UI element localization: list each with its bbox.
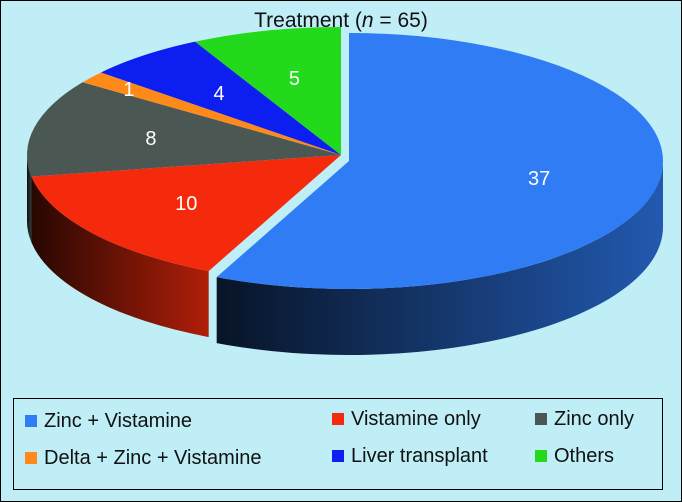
pie-side-zinc-only xyxy=(27,155,32,243)
data-label-zinc-vistamine: 37 xyxy=(528,168,550,190)
legend-swatch-liver-transplant xyxy=(332,450,344,462)
legend-swatch-others xyxy=(535,450,547,462)
legend-label-vistamine-only: Vistamine only xyxy=(351,407,481,430)
legend-item-delta-zinc-vistamine: Delta + Zinc + Vistamine xyxy=(25,446,262,470)
legend-item-others: Others xyxy=(535,444,614,468)
pie-data-labels: 37 10 8 1 4 5 xyxy=(123,68,550,215)
legend-swatch-zinc-vistamine xyxy=(25,415,37,427)
pie-slice-zinc-only xyxy=(27,82,342,177)
data-label-liver-transplant: 4 xyxy=(214,83,225,105)
pie-side-zinc-vistamine xyxy=(216,161,663,355)
chart-title: Treatment (n = 65) xyxy=(254,9,428,32)
data-label-vistamine-only: 10 xyxy=(175,193,197,215)
data-label-delta-zinc-vistamine: 1 xyxy=(123,79,134,101)
legend: Zinc + Vistamine Vistamine only Zinc onl… xyxy=(13,398,663,490)
pie-side-vistamine-only xyxy=(31,176,209,338)
legend-label-others: Others xyxy=(554,444,615,467)
legend-item-vistamine-only: Vistamine only xyxy=(332,407,481,431)
legend-swatch-vistamine-only xyxy=(332,413,344,425)
legend-item-liver-transplant: Liver transplant xyxy=(332,444,488,468)
legend-label-zinc-vistamine: Zinc + Vistamine xyxy=(44,409,193,432)
legend-item-zinc-only: Zinc only xyxy=(535,407,634,431)
legend-swatch-delta-zinc-vistamine xyxy=(25,452,37,464)
data-label-zinc-only: 8 xyxy=(145,128,156,150)
legend-item-zinc-vistamine: Zinc + Vistamine xyxy=(25,409,192,433)
legend-label-liver-transplant: Liver transplant xyxy=(351,444,488,467)
legend-label-zinc-only: Zinc only xyxy=(554,407,635,430)
legend-swatch-zinc-only xyxy=(535,413,547,425)
pie-tops xyxy=(27,27,663,289)
data-label-others: 5 xyxy=(289,68,300,90)
pie-slice-vistamine-only xyxy=(31,155,342,272)
pie-slice-zinc-vistamine xyxy=(216,33,663,289)
pie-slice-others xyxy=(195,27,341,155)
pie-slice-delta-zinc-vistamine xyxy=(82,72,341,155)
legend-label-delta-zinc-vistamine: Delta + Zinc + Vistamine xyxy=(44,446,262,469)
pie-sides xyxy=(27,155,663,355)
pie-slice-liver-transplant xyxy=(101,41,341,155)
